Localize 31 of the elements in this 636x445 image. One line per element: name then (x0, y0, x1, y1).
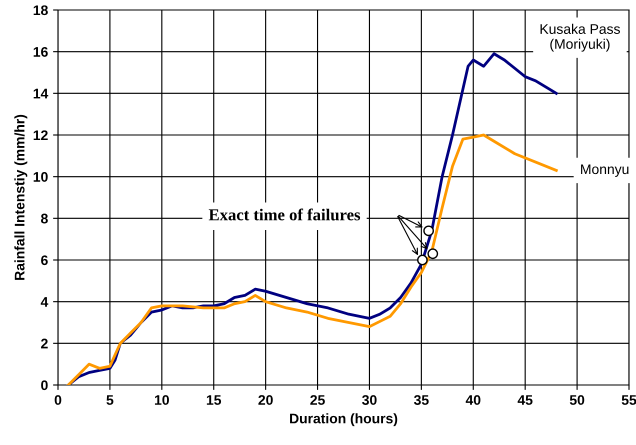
x-tick-label: 30 (362, 395, 377, 405)
y-tick-label: 6 (41, 255, 48, 266)
x-tick-label: 10 (154, 395, 169, 405)
point (417, 254, 428, 266)
x-axis-title: Duration (hours) (290, 413, 398, 426)
x-tick-label: 5 (106, 395, 114, 405)
text: Kusaka Pass (Moriyuki) (540, 24, 620, 52)
x-tick-label: 15 (206, 395, 222, 405)
x-tick-label: 20 (258, 395, 273, 405)
x-tick-label: 45 (518, 395, 533, 405)
line-series (66, 134, 558, 385)
y-tick-label: 0 (41, 380, 48, 390)
x-tick-label: 55 (622, 395, 636, 405)
y-tick-label: 4 (40, 297, 48, 307)
series-label: Monnyu (581, 164, 628, 177)
y-tick-label: 8 (40, 214, 48, 224)
x-tick-label: 25 (310, 395, 325, 405)
annotation: Exact time of failures (208, 208, 360, 220)
y-tick-label: 16 (34, 47, 48, 57)
y-tick-label: 18 (34, 5, 48, 16)
x-tick-label: 40 (466, 395, 480, 405)
point (423, 225, 434, 236)
y-tick-label: 14 (34, 88, 48, 98)
x-tick-label: 0 (54, 395, 62, 405)
y-axis-title: Rainfall Intenstiy (mm/hr) (14, 114, 28, 280)
point (427, 248, 438, 260)
x-tick-label: 35 (414, 395, 429, 405)
x-tick-label: 50 (570, 395, 584, 405)
y-tick-label: 10 (34, 172, 48, 182)
y-tick-label: 2 (41, 338, 48, 348)
y-tick-label: 12 (34, 130, 48, 140)
